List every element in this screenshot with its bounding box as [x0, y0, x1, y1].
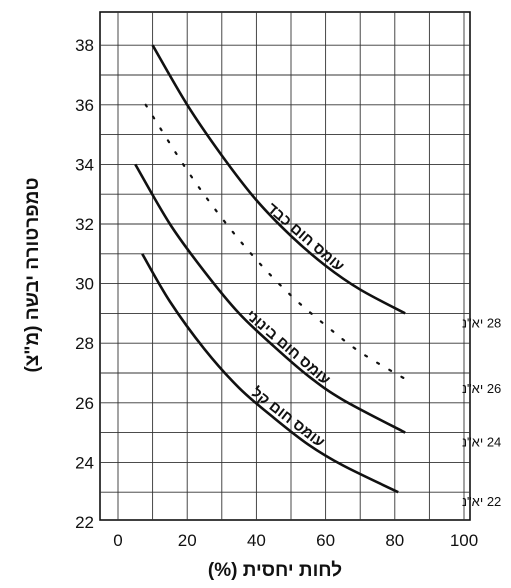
y-tick-label: 32 — [75, 215, 94, 234]
series-line-1 — [151, 44, 406, 315]
curve-end-label: 24 יא"נ — [462, 435, 501, 450]
x-axis-title: לחות יחסית (%) — [208, 560, 342, 581]
series-line-3 — [134, 163, 406, 434]
y-tick-label: 28 — [75, 334, 94, 353]
x-tick-label: 40 — [247, 531, 266, 550]
y-tick-label: 26 — [75, 394, 94, 413]
y-axis-title: טמפרטורה יבשה (מ"צ) — [22, 177, 43, 372]
curve-end-label: 28 יא"נ — [462, 315, 501, 330]
end-labels: 28 יא"נ 26 יא"נ 24 יא"נ 22 יא"נ — [462, 315, 501, 509]
y-tick-label: 38 — [75, 36, 94, 55]
x-tick-label: 60 — [316, 531, 335, 550]
y-tick-label: 36 — [75, 96, 94, 115]
x-tick-label: 0 — [113, 531, 122, 550]
plot-frame — [99, 11, 471, 521]
x-tick-label: 80 — [385, 531, 404, 550]
series-line-2 — [144, 103, 407, 381]
x-tick-labels: 0 20 40 60 80 100 — [113, 531, 478, 550]
y-tick-labels: 22 24 26 28 30 32 34 36 38 — [75, 36, 94, 532]
curve-end-label: 22 יא"נ — [462, 494, 501, 509]
curve-name-label: עומס חום כבד — [263, 200, 347, 276]
grid — [99, 11, 471, 521]
x-tick-label: 100 — [450, 531, 478, 550]
y-tick-label: 24 — [75, 453, 94, 472]
curve-end-label: 26 יא"נ — [462, 381, 501, 396]
y-tick-label: 22 — [75, 513, 94, 532]
curve-name-label: עומס חום קל — [248, 384, 328, 451]
curves — [134, 44, 407, 494]
x-tick-label: 20 — [178, 531, 197, 550]
series-line-4 — [141, 253, 399, 494]
y-tick-label: 30 — [75, 275, 94, 294]
y-tick-label: 34 — [75, 155, 94, 174]
